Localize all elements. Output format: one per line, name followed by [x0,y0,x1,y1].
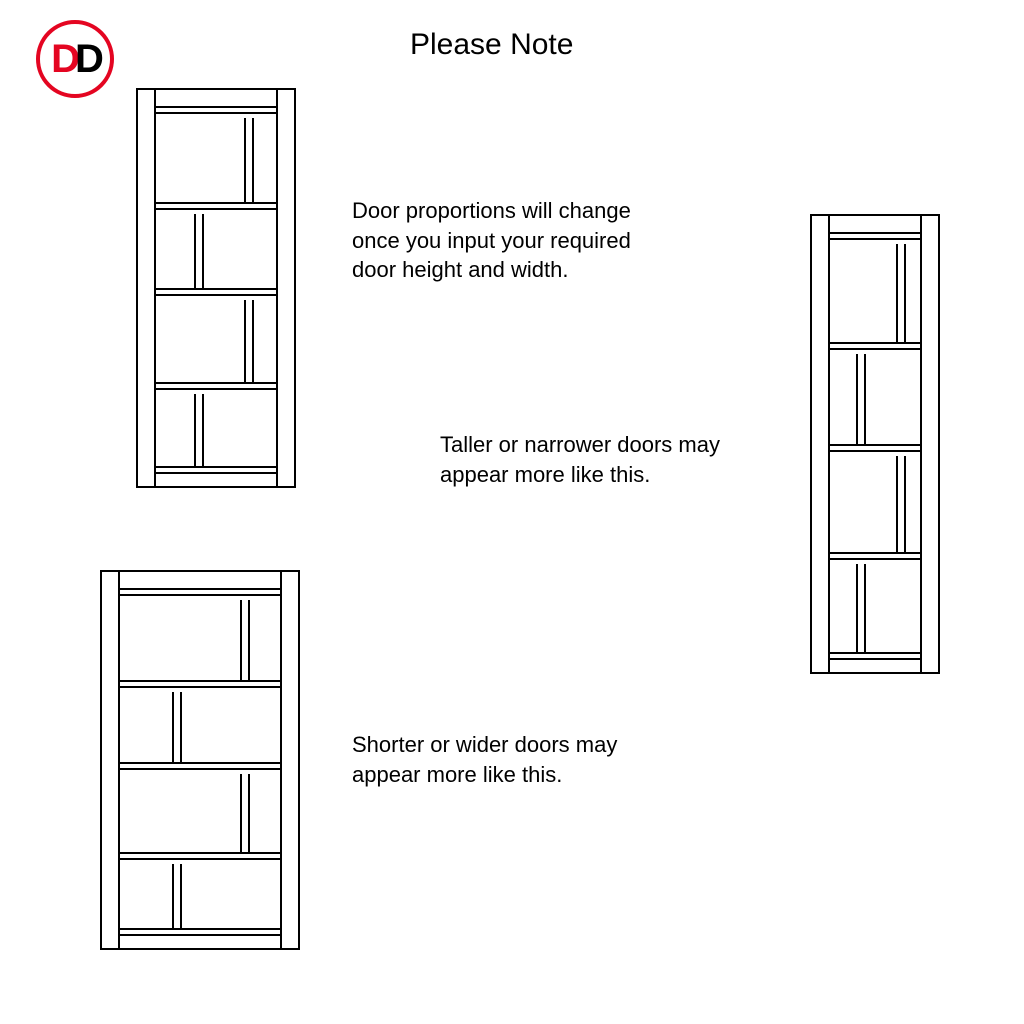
door-rail [118,928,282,936]
logo-letter-d1: D [51,37,75,81]
door-mullion [244,118,254,202]
door-mullion [172,864,182,928]
page-title: Please Note [410,28,573,62]
door-narrow [810,214,940,674]
door-rail [154,106,278,114]
door-mullion [896,456,906,552]
door-mullion [856,564,866,652]
door-rail [154,382,278,390]
logo-letter-d2: D [75,37,99,81]
door-mullion [172,692,182,762]
door-rail [828,652,922,660]
door-rail [118,852,282,860]
door-rail [118,680,282,688]
door-wide [100,570,300,950]
door-mullion [194,214,204,288]
door-rail [154,288,278,296]
caption-wide: Shorter or wider doors may appear more l… [352,730,682,789]
door-mullion [244,300,254,382]
door-rail [828,444,922,452]
door-rail [154,466,278,474]
door-mullion [856,354,866,444]
door-mullion [896,244,906,342]
door-default [136,88,296,488]
door-rail [118,762,282,770]
brand-logo-text: DD [51,37,99,82]
door-rail [118,588,282,596]
door-inner-stile-left [118,572,120,948]
door-mullion [194,394,204,466]
caption-narrow: Taller or narrower doors may appear more… [440,430,770,489]
brand-logo: DD [36,20,114,98]
door-rail [828,232,922,240]
door-inner-stile-right [280,572,282,948]
caption-main: Door proportions will change once you in… [352,196,672,285]
door-mullion [240,600,250,680]
door-rail [154,202,278,210]
door-rail [828,342,922,350]
door-mullion [240,774,250,852]
door-rail [828,552,922,560]
